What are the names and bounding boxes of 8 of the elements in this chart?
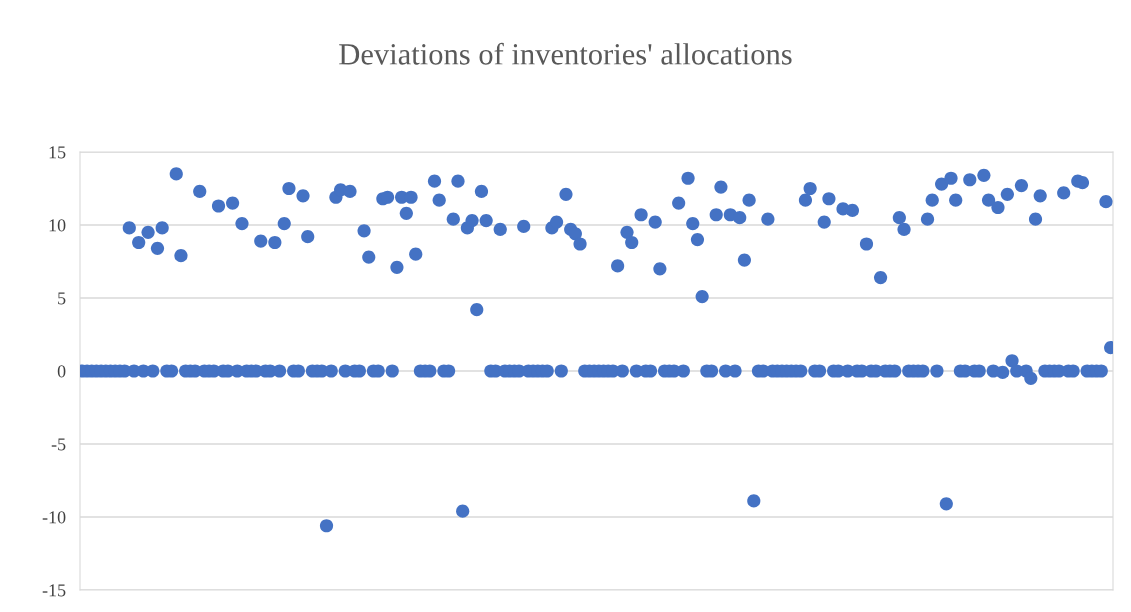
y-tick-label: -5 xyxy=(51,438,66,451)
y-tick-label: -10 xyxy=(42,511,66,524)
y-tick-label: 0 xyxy=(57,365,66,378)
y-tick-label: 15 xyxy=(49,146,66,159)
y-tick-label: 5 xyxy=(58,292,66,305)
chart-title: Deviations of inventories' allocations xyxy=(339,42,792,65)
y-tick-label: -15 xyxy=(42,584,66,597)
y-tick-label: 10 xyxy=(49,219,66,232)
